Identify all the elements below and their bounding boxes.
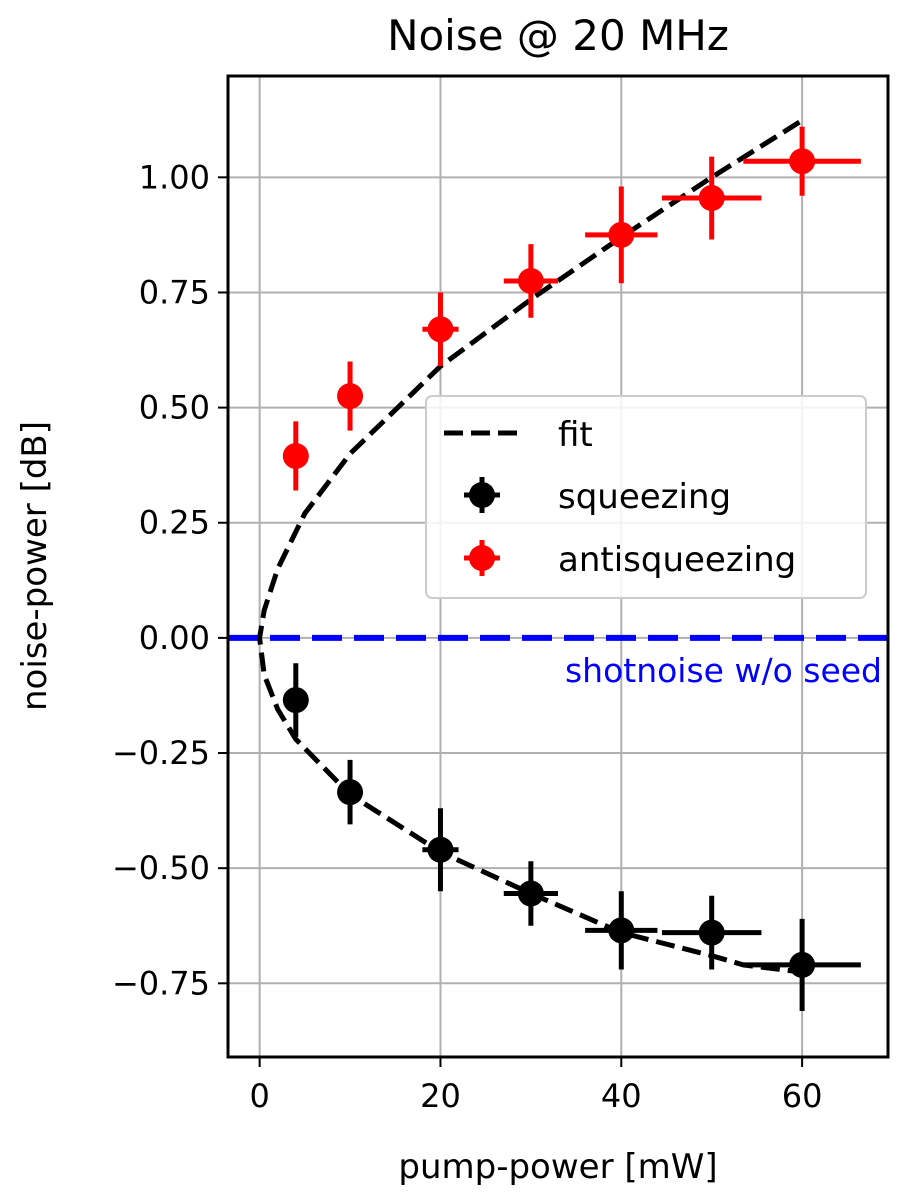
squeezing-marker <box>337 779 364 806</box>
antisqueezing-point <box>337 361 364 431</box>
antisqueezing-point <box>743 126 861 196</box>
legend-antisqueezing-label: antisqueezing <box>558 540 796 580</box>
squeezing-point <box>661 895 762 970</box>
antisqueezing-marker <box>608 221 635 248</box>
y-tick-label: 0.50 <box>139 389 210 427</box>
ticks: 0 20 40 60 −0.75 −0.50 −0.25 0.00 0.25 0.50 0.75 1.… <box>112 158 823 1115</box>
y-tick-label: −0.50 <box>112 849 210 887</box>
y-tick-label: 0.00 <box>139 619 210 657</box>
antisqueezing-point <box>282 421 309 491</box>
squeezing-marker <box>282 687 309 714</box>
x-tick-label: 60 <box>782 1077 823 1115</box>
x-tick-label: 20 <box>420 1077 461 1115</box>
squeezing-point <box>503 861 558 926</box>
squeezing-point <box>743 918 861 1011</box>
plot-frame <box>226 74 890 1059</box>
y-tick-label: 0.25 <box>139 504 210 542</box>
squeezing-marker <box>427 836 454 863</box>
squeezing-marker <box>517 880 544 907</box>
antisqueezing-marker <box>517 267 544 294</box>
x-tick-label: 0 <box>249 1077 269 1115</box>
y-tick-label: 1.00 <box>139 158 210 196</box>
shotnoise-annotation: shotnoise w/o seed <box>565 651 882 690</box>
legend-fit-label: fit <box>558 415 593 455</box>
antisqueezing-marker <box>282 442 309 469</box>
antisqueezing-marker <box>789 148 816 175</box>
squeezing-point <box>585 891 658 970</box>
antisqueezing-marker <box>337 383 364 410</box>
antisqueezing-point <box>661 156 762 240</box>
antisqueezing-marker <box>698 185 725 212</box>
points-layer <box>282 126 861 1011</box>
squeezing-point <box>337 759 364 825</box>
squeezing-marker <box>608 917 635 944</box>
antisqueezing-marker <box>427 316 454 343</box>
squeezing-point <box>422 808 459 892</box>
chart-title: Noise @ 20 MHz <box>387 11 729 60</box>
squeezing-marker <box>698 919 725 946</box>
legend-squeezing-swatch <box>464 477 500 513</box>
legend-squeezing-label: squeezing <box>558 477 731 517</box>
antisqueezing-point <box>585 186 658 284</box>
antisqueezing-point <box>422 292 459 367</box>
fit-layer <box>257 119 801 975</box>
squeezing-marker <box>789 951 816 978</box>
x-tick-label: 40 <box>601 1077 642 1115</box>
legend: fit squeezing antisqueezing <box>425 395 867 599</box>
x-axis-label: pump-power [mW] <box>398 1147 717 1187</box>
y-tick-label: 0.75 <box>139 273 210 311</box>
y-tick-label: −0.25 <box>112 734 210 772</box>
squeezing-point <box>282 663 309 737</box>
legend-antisqueezing-swatch <box>464 540 500 576</box>
y-axis-label: noise-power [dB] <box>15 421 55 711</box>
legend-box <box>425 395 867 599</box>
y-tick-label: −0.75 <box>112 964 210 1002</box>
antisqueezing-point <box>503 244 558 318</box>
fit-curve <box>257 119 801 975</box>
